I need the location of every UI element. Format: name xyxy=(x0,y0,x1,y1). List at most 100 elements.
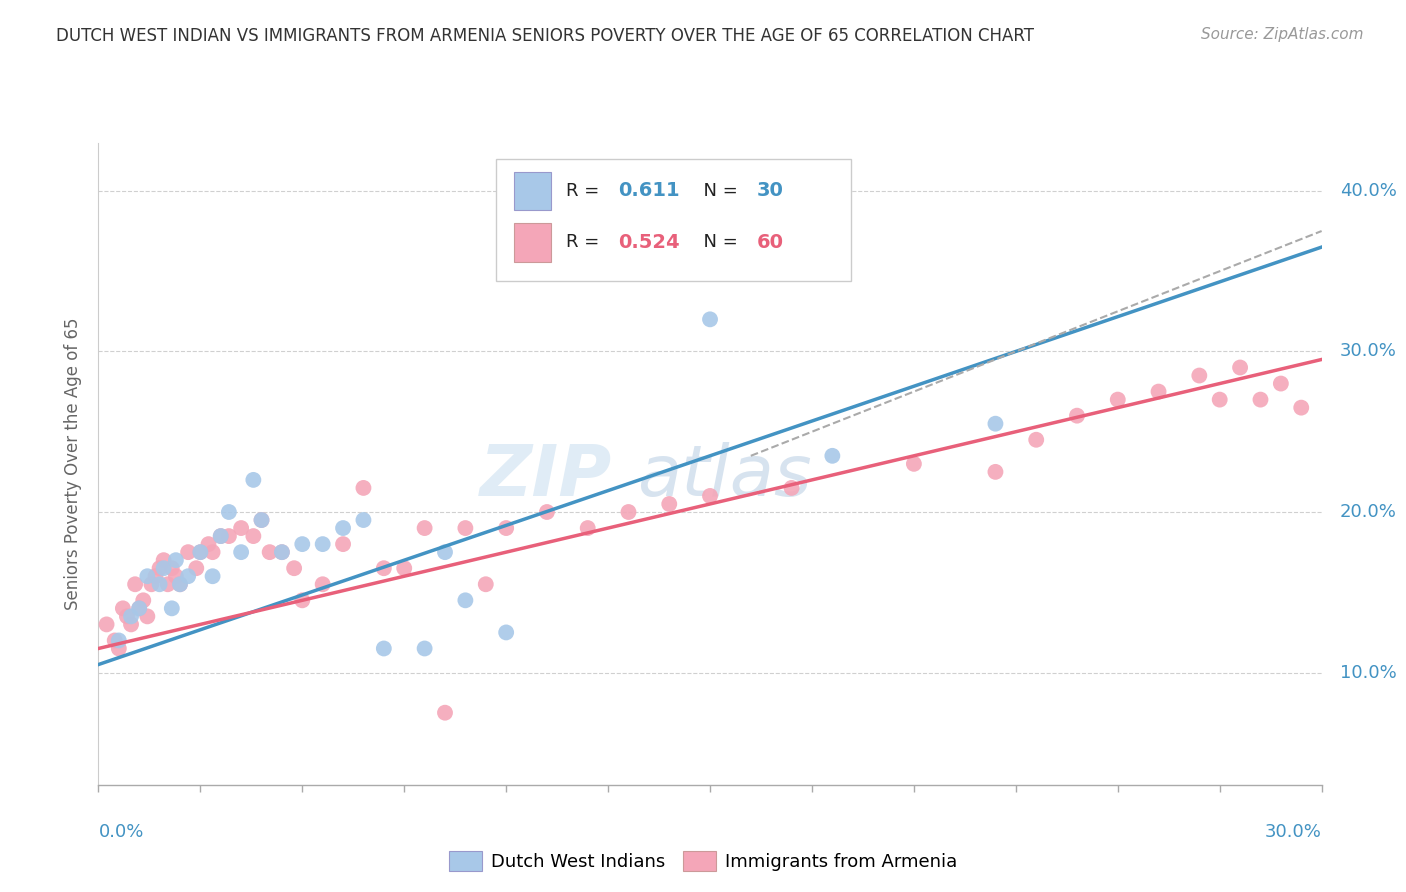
Point xyxy=(1188,368,1211,383)
Point xyxy=(188,545,212,559)
Point xyxy=(270,545,294,559)
Point xyxy=(283,561,305,575)
Point xyxy=(821,449,844,463)
FancyBboxPatch shape xyxy=(496,159,851,281)
Point xyxy=(242,473,264,487)
Point xyxy=(392,561,416,575)
Text: 40.0%: 40.0% xyxy=(1340,182,1398,200)
Point xyxy=(188,545,212,559)
Point xyxy=(152,553,174,567)
Text: N =: N = xyxy=(692,182,744,200)
Point xyxy=(160,561,183,575)
Point xyxy=(984,417,1007,431)
Text: 30.0%: 30.0% xyxy=(1265,823,1322,841)
Point xyxy=(165,553,187,567)
Point xyxy=(145,569,167,583)
Point xyxy=(434,545,457,559)
Point xyxy=(536,505,558,519)
Point xyxy=(903,457,925,471)
Point xyxy=(201,569,224,583)
Point xyxy=(413,641,436,656)
Text: N =: N = xyxy=(692,234,744,252)
Point xyxy=(312,577,335,591)
Point xyxy=(242,529,264,543)
Point xyxy=(108,641,131,656)
Point xyxy=(96,617,118,632)
Point xyxy=(250,513,273,527)
Text: 30: 30 xyxy=(756,181,783,201)
Point xyxy=(250,513,273,527)
Point xyxy=(373,561,395,575)
Point xyxy=(136,569,159,583)
Point xyxy=(1107,392,1129,407)
Point xyxy=(332,537,354,551)
Point xyxy=(352,513,374,527)
Point xyxy=(984,465,1007,479)
Text: 60: 60 xyxy=(756,233,783,252)
FancyBboxPatch shape xyxy=(515,223,551,261)
Point xyxy=(149,561,172,575)
Point xyxy=(1066,409,1088,423)
Point xyxy=(201,545,224,559)
Point xyxy=(1249,392,1271,407)
Text: 0.524: 0.524 xyxy=(619,233,681,252)
Point xyxy=(218,505,240,519)
Point xyxy=(291,593,314,607)
Point xyxy=(197,537,219,551)
FancyBboxPatch shape xyxy=(515,171,551,211)
Point xyxy=(104,633,127,648)
Text: DUTCH WEST INDIAN VS IMMIGRANTS FROM ARMENIA SENIORS POVERTY OVER THE AGE OF 65 : DUTCH WEST INDIAN VS IMMIGRANTS FROM ARM… xyxy=(56,27,1035,45)
Point xyxy=(177,545,200,559)
Point xyxy=(120,617,142,632)
Point xyxy=(454,521,477,535)
Point xyxy=(658,497,681,511)
Point xyxy=(128,601,150,615)
Point xyxy=(413,521,436,535)
Point xyxy=(1229,360,1251,375)
Point xyxy=(617,505,640,519)
Point xyxy=(495,521,517,535)
Point xyxy=(576,521,599,535)
Text: Source: ZipAtlas.com: Source: ZipAtlas.com xyxy=(1201,27,1364,42)
Text: 0.0%: 0.0% xyxy=(98,823,143,841)
Point xyxy=(699,312,721,326)
Point xyxy=(218,529,240,543)
Point xyxy=(209,529,232,543)
Point xyxy=(270,545,294,559)
Point xyxy=(108,633,131,648)
Point xyxy=(136,609,159,624)
Point xyxy=(124,577,146,591)
Point xyxy=(1147,384,1170,399)
Point xyxy=(128,601,150,615)
Point xyxy=(111,601,134,615)
Text: 20.0%: 20.0% xyxy=(1340,503,1398,521)
Text: atlas: atlas xyxy=(637,442,811,511)
Point xyxy=(152,561,174,575)
Point xyxy=(495,625,517,640)
Point xyxy=(231,545,253,559)
Point xyxy=(209,529,232,543)
Point xyxy=(780,481,803,495)
Point xyxy=(132,593,155,607)
Point xyxy=(434,706,457,720)
Point xyxy=(1291,401,1313,415)
Point xyxy=(1270,376,1292,391)
Point xyxy=(332,521,354,535)
Point xyxy=(259,545,281,559)
Point xyxy=(165,569,187,583)
Point xyxy=(115,609,138,624)
Y-axis label: Seniors Poverty Over the Age of 65: Seniors Poverty Over the Age of 65 xyxy=(65,318,83,610)
Text: ZIP: ZIP xyxy=(479,442,612,511)
Point xyxy=(120,609,142,624)
Text: 10.0%: 10.0% xyxy=(1340,664,1396,681)
Point xyxy=(169,577,191,591)
Point xyxy=(169,577,191,591)
Text: 30.0%: 30.0% xyxy=(1340,343,1398,360)
Point xyxy=(291,537,314,551)
Text: R =: R = xyxy=(565,234,605,252)
Legend: Dutch West Indians, Immigrants from Armenia: Dutch West Indians, Immigrants from Arme… xyxy=(441,844,965,879)
Point xyxy=(312,537,335,551)
Text: R =: R = xyxy=(565,182,605,200)
Point xyxy=(1025,433,1047,447)
Point xyxy=(699,489,721,503)
